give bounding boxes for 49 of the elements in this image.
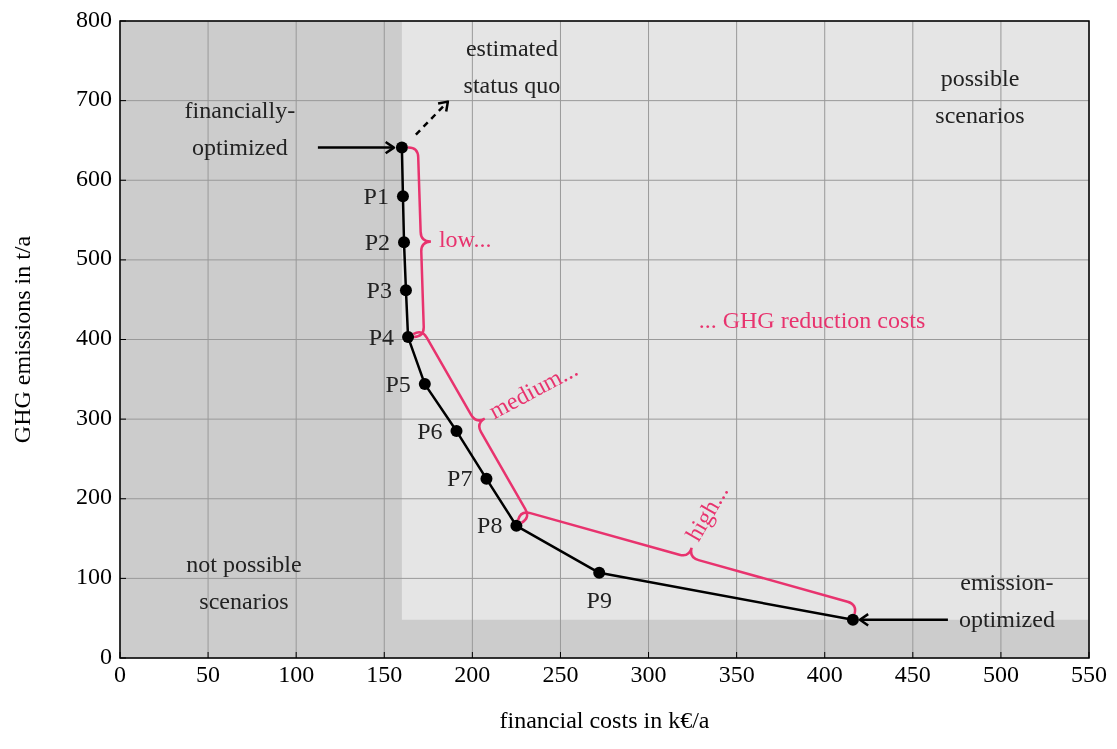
point <box>402 331 415 344</box>
data-label: P1 <box>363 182 389 209</box>
x-tick-label: 100 <box>278 661 315 687</box>
y-tick-label: 200 <box>76 483 112 510</box>
point <box>450 425 463 438</box>
x-tick-label: 450 <box>894 661 931 687</box>
point <box>398 236 411 249</box>
point <box>418 378 431 391</box>
y-axis-title: GHG emissions in t/a <box>9 235 35 444</box>
data-label: P9 <box>586 587 612 614</box>
y-tick-label: 100 <box>76 562 112 589</box>
data-label: P7 <box>447 465 473 492</box>
data-label: P3 <box>366 276 392 303</box>
x-tick-label: 300 <box>630 661 667 687</box>
x-tick-label: 200 <box>454 661 491 687</box>
point <box>846 613 859 626</box>
x-tick-label: 150 <box>366 661 403 687</box>
point <box>396 190 409 203</box>
x-tick-label: 250 <box>542 661 579 687</box>
y-tick-label: 400 <box>76 324 112 351</box>
point <box>480 472 493 485</box>
x-tick-label: 50 <box>196 661 221 687</box>
point <box>395 141 408 154</box>
annotation: financially-optimized <box>184 96 296 160</box>
annotation: estimated status quo <box>463 34 561 98</box>
x-tick-label: 350 <box>718 661 755 687</box>
y-tick-label: 700 <box>76 85 112 112</box>
x-tick-label: 400 <box>806 661 843 687</box>
annotation: emission-optimized <box>958 568 1055 632</box>
point <box>510 519 523 532</box>
x-tick-label: 550 <box>1071 661 1107 687</box>
data-label: P4 <box>368 323 395 350</box>
data-label: P6 <box>417 417 443 444</box>
data-label: P2 <box>364 228 391 255</box>
annotation: low... <box>438 225 492 252</box>
data-label: P8 <box>477 512 503 539</box>
annotation: possible scenarios <box>935 64 1025 128</box>
point <box>399 284 412 297</box>
y-tick-label: 300 <box>76 403 112 430</box>
x-axis-title: financial costs in k€/a <box>499 707 710 733</box>
annotation: ... GHG reduction costs <box>698 306 926 333</box>
x-tick-label: 500 <box>982 661 1019 687</box>
y-tick-label: 600 <box>76 164 112 191</box>
annotation: not possible scenarios <box>186 550 302 614</box>
point <box>593 566 606 579</box>
data-label: P5 <box>385 370 411 397</box>
y-tick-label: 800 <box>76 5 112 32</box>
y-tick-label: 500 <box>76 244 112 271</box>
y-tick-label: 0 <box>100 642 112 669</box>
